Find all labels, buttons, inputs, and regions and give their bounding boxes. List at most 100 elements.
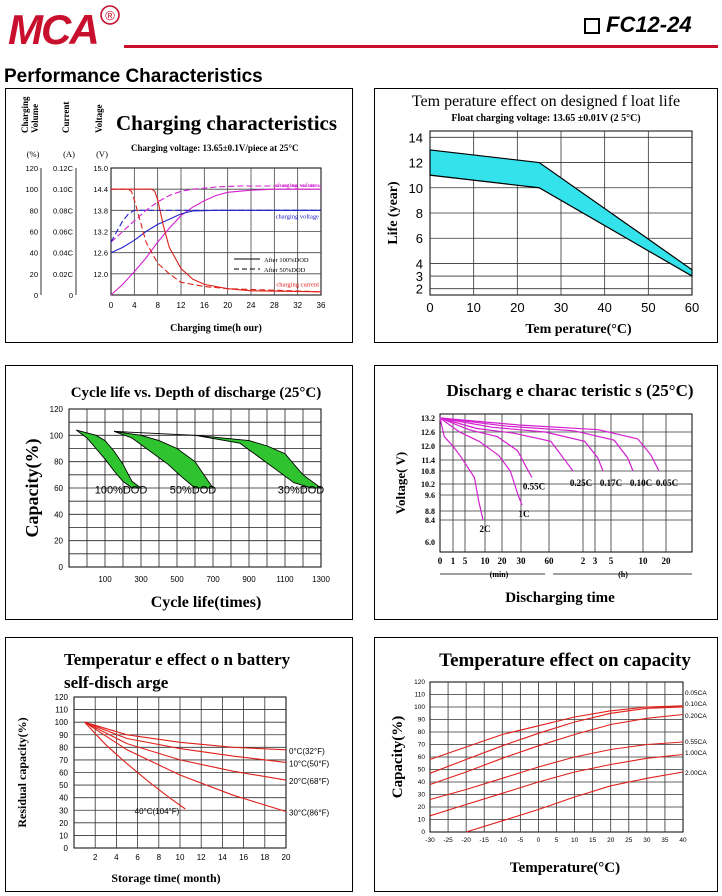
axis-header-0-0: Charging — [20, 96, 30, 133]
x-tick-label: 10 — [466, 300, 480, 315]
registered-mark: ® — [105, 8, 115, 23]
y-tick-label: 80 — [59, 743, 68, 752]
band-label: 50%DOD — [170, 484, 217, 496]
y-tick-label: 9.6 — [425, 491, 435, 500]
current-tick-label: 0.08C — [53, 206, 74, 215]
y-tick-label: 90 — [59, 731, 68, 740]
x-tick-label: 15 — [589, 837, 597, 844]
band-1 — [113, 430, 214, 489]
x-tick-label: 20 — [282, 853, 291, 862]
y-tick-label: 50 — [59, 781, 68, 790]
chart-title: Temperature effect on capacity — [439, 650, 691, 671]
life-band — [429, 149, 693, 278]
y-tick-label: 120 — [50, 405, 64, 414]
y-tick-label: 120 — [55, 693, 69, 702]
x-tick-label: 35 — [661, 837, 669, 844]
current-tick-label: 0.12C — [53, 164, 74, 173]
series-label: 0.55CA — [685, 739, 707, 746]
x-tick-label: 0 — [438, 556, 443, 566]
temp-capacity-chart-panel: Temperature effect on capacity 0.05CA 0.10… — [374, 637, 718, 892]
chart-title: Charging characteristics — [116, 111, 337, 135]
series-label: 0.25C — [570, 478, 592, 488]
current-tick-label: 0.06C — [53, 228, 74, 237]
x-tick-label: 20 — [498, 556, 508, 566]
chart-title-line2: self-disch arge — [64, 673, 169, 692]
float-life-chart: Tem perature effect on designed f loat l… — [386, 93, 699, 337]
y-tick-label: 10.2 — [421, 480, 435, 489]
volume-tick-label: 60 — [30, 228, 38, 237]
x-tick-label: -30 — [425, 837, 435, 844]
capacity-line-0.10CA — [429, 706, 684, 774]
series-label: 10°C(50°F) — [289, 759, 330, 768]
volume-tick-label: 80 — [30, 206, 38, 215]
x-axis-label: Storage time( month) — [111, 871, 220, 885]
x-tick-label: 60 — [545, 556, 555, 566]
x-tick-label: 0 — [426, 300, 433, 315]
x-tick-label: 6 — [135, 853, 140, 862]
series-label: 0.05C — [656, 478, 678, 488]
plot-frame — [439, 413, 693, 553]
x-tick-label: 16 — [200, 301, 209, 310]
series-label: 0.05CA — [685, 690, 707, 697]
x-tick-label: 60 — [685, 300, 699, 315]
x-tick-label: 20 — [223, 301, 232, 310]
voltage-tick-label: 15.0 — [93, 164, 108, 173]
y-tick-label: 6.0 — [425, 538, 435, 547]
series-label: 0.55C — [523, 482, 545, 492]
y-tick-label: 10 — [409, 181, 423, 196]
x-tick-label: 4 — [114, 853, 119, 862]
series-line-charging-current-100dod — [111, 188, 322, 293]
x-tick-label: 8 — [155, 301, 160, 310]
band-label: 100%DOD — [95, 484, 148, 496]
chart-title: Discharg e charac teristic s (25°C) — [446, 381, 693, 400]
y-axis-label: Life (year) — [386, 181, 401, 245]
x-tick-label: 5 — [555, 837, 559, 844]
x-tick-label: 12 — [197, 853, 206, 862]
band-label: 30%DOD — [278, 484, 325, 496]
y-tick-label: 0 — [64, 844, 69, 853]
capacity-line-0.05CA — [429, 705, 684, 761]
model-checkbox-icon — [584, 18, 600, 34]
voltage-tick-label: 13.2 — [93, 228, 108, 237]
series-line-charging-voltage-100dod — [110, 209, 321, 254]
y-tick-label: 6 — [416, 231, 423, 246]
self-discharge-chart-panel: Temperatur e effect o n battery self-disc… — [5, 637, 353, 892]
y-tick-label: 8 — [416, 206, 423, 221]
x-axis-label: Cycle life(times) — [151, 594, 262, 611]
x-tick-label: 2 — [93, 853, 98, 862]
y-tick-label: 90 — [418, 717, 426, 724]
y-tick-label: 60 — [59, 769, 68, 778]
series-label: 0°C(32°F) — [289, 747, 325, 756]
y-tick-label: 2 — [416, 282, 423, 297]
x-tick-label: 40 — [679, 837, 687, 844]
band-2 — [113, 430, 323, 489]
y-tick-label: 10.8 — [421, 467, 435, 476]
x-tick-label: 100 — [98, 575, 112, 584]
axis-header-0-1: Volume — [30, 104, 40, 133]
axis-header-unit-2: (V) — [96, 149, 108, 159]
discharge-chart-panel: Discharg e charac teristic s (25°C) 6.0 8.… — [374, 365, 718, 620]
x-tick-label: 5 — [463, 556, 468, 566]
x-tick-label: -10 — [498, 837, 508, 844]
series-label: 40°C(104°F) — [135, 807, 180, 816]
x-tick-label: -25 — [443, 837, 453, 844]
volume-tick-label: 0 — [34, 291, 38, 300]
y-tick-label: 120 — [414, 679, 425, 686]
charging-chart-panel: Charging characteristics Charging voltage… — [5, 88, 353, 343]
series-label: 1C — [519, 509, 530, 519]
float-life-chart-panel: Tem perature effect on designed f loat l… — [374, 88, 718, 343]
axis-header-1-0: Current — [61, 102, 71, 133]
series-line-charging-volume-50dod — [110, 185, 321, 243]
voltage-tick-label: 14.4 — [93, 185, 108, 194]
discharge-line-0.55C — [439, 417, 533, 478]
x-tick-label: 900 — [242, 575, 256, 584]
current-tick-label: 0 — [69, 291, 73, 300]
x-tick-label: 700 — [206, 575, 220, 584]
axis-header-unit-1: (A) — [63, 149, 75, 159]
self-discharge-line — [84, 721, 287, 751]
temp-capacity-chart: Temperature effect on capacity 0.05CA 0.10… — [390, 650, 707, 876]
x-tick-label: 3 — [593, 556, 598, 566]
chart-title: Tem perature effect on designed f loat l… — [412, 93, 680, 110]
section-title: Performance Characteristics — [4, 66, 263, 87]
y-tick-label: 10 — [418, 817, 426, 824]
